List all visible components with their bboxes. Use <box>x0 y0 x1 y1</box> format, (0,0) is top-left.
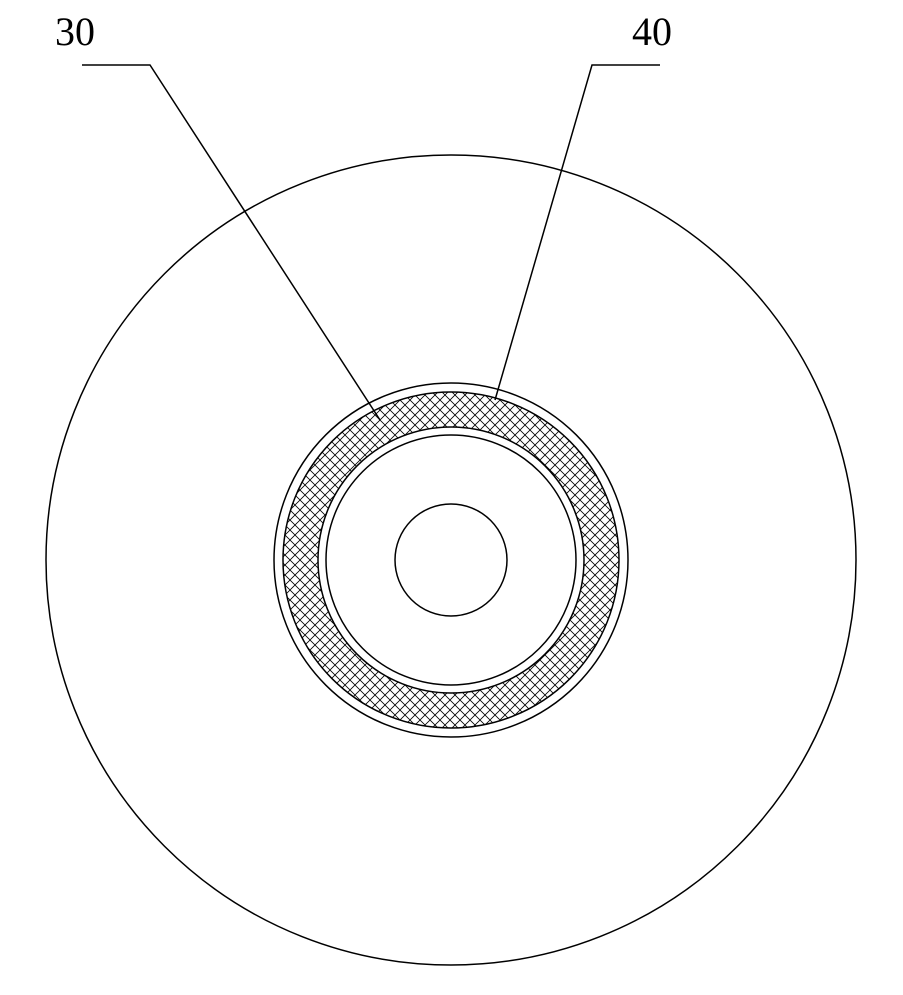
technical-drawing <box>0 0 903 990</box>
callout-label-40: 40 <box>632 8 672 55</box>
concentric-circles <box>0 0 903 990</box>
callout-label-30: 30 <box>55 8 95 55</box>
hatched-ring <box>0 0 903 990</box>
diagram-container <box>0 0 903 990</box>
